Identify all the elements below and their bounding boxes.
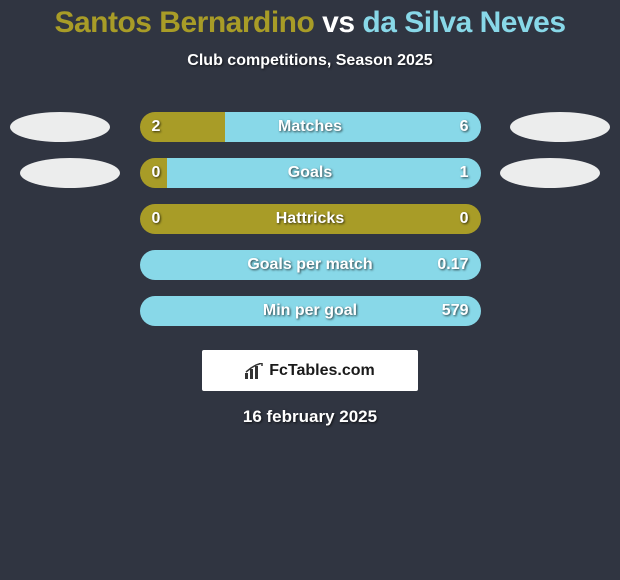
stat-bar-right — [140, 296, 481, 326]
stat-bar-right — [140, 250, 481, 280]
stat-value-right: 6 — [460, 112, 469, 142]
comparison-title: Santos Bernardino vs da Silva Neves — [0, 6, 620, 40]
stat-value-right: 1 — [460, 158, 469, 188]
chart-icon — [245, 363, 265, 379]
player1-avatar — [10, 112, 110, 142]
stat-row: 0.17Goals per match — [0, 250, 620, 280]
stat-row: 01Goals — [0, 158, 620, 188]
subtitle: Club competitions, Season 2025 — [0, 52, 620, 70]
stat-bar: 01Goals — [140, 158, 481, 188]
brand-text: FcTables.com — [269, 362, 375, 380]
stat-value-left: 2 — [152, 112, 161, 142]
stat-value-right: 0 — [460, 204, 469, 234]
stat-value-left: 0 — [152, 158, 161, 188]
stat-bar-right — [225, 112, 481, 142]
stat-value-left: 0 — [152, 204, 161, 234]
stat-bar: 579Min per goal — [140, 296, 481, 326]
player1-name: Santos Bernardino — [54, 6, 314, 39]
stat-bar: 0.17Goals per match — [140, 250, 481, 280]
brand-box[interactable]: FcTables.com — [202, 350, 418, 391]
vs-text: vs — [322, 6, 354, 39]
stat-bar-left — [140, 204, 481, 234]
stat-bar-right — [167, 158, 481, 188]
date-text: 16 february 2025 — [0, 407, 620, 427]
player2-name: da Silva Neves — [362, 6, 565, 39]
stat-row: 26Matches — [0, 112, 620, 142]
stat-row: 00Hattricks — [0, 204, 620, 234]
stat-bar: 26Matches — [140, 112, 481, 142]
player2-avatar — [510, 112, 610, 142]
player2-avatar — [500, 158, 600, 188]
stat-row: 579Min per goal — [0, 296, 620, 326]
stats-rows: 26Matches01Goals00Hattricks0.17Goals per… — [0, 112, 620, 326]
stat-value-right: 0.17 — [437, 250, 468, 280]
stat-bar: 00Hattricks — [140, 204, 481, 234]
stat-value-right: 579 — [442, 296, 469, 326]
player1-avatar — [20, 158, 120, 188]
